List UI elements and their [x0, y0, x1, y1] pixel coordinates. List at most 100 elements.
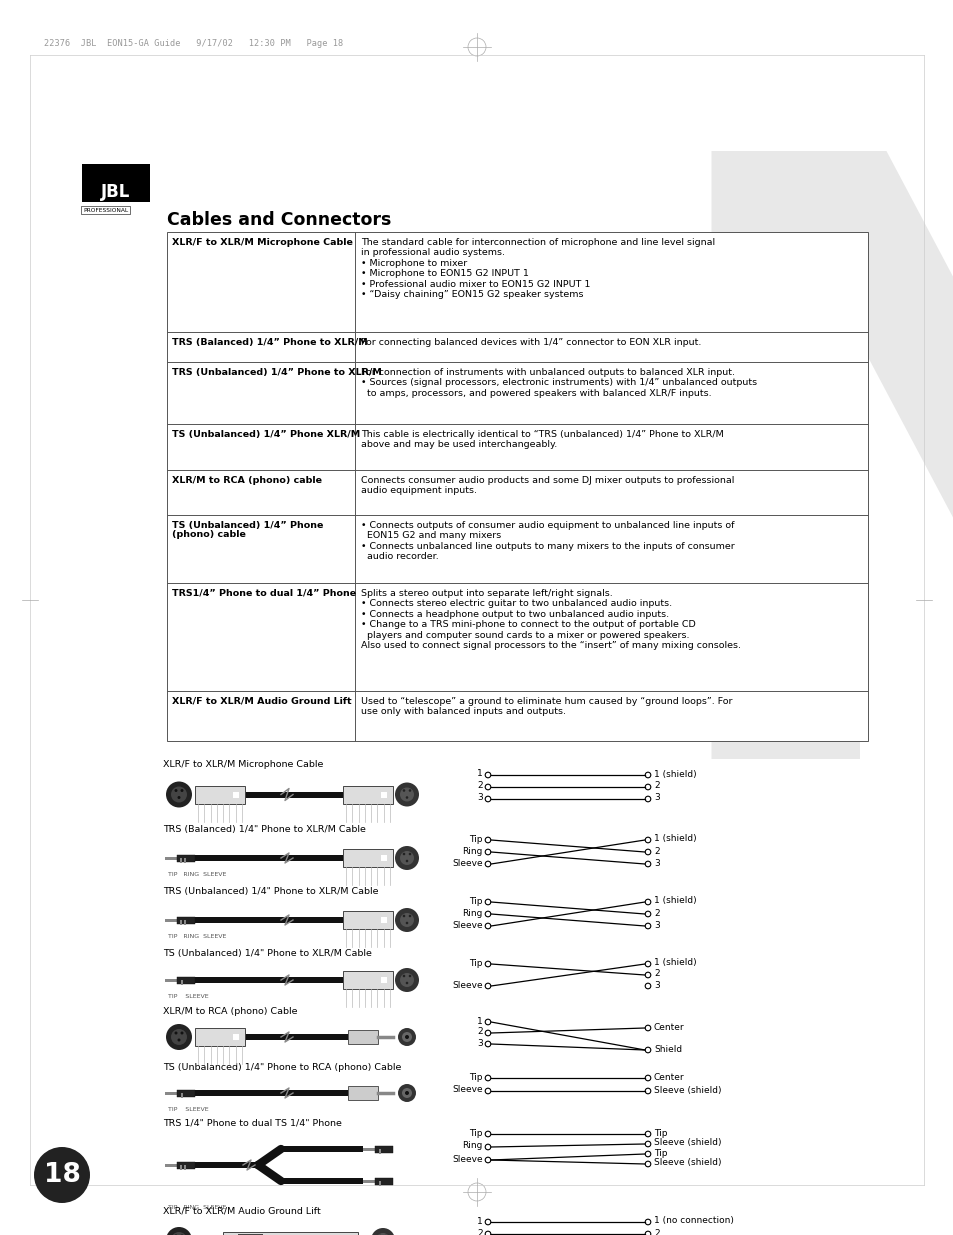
Circle shape [399, 973, 414, 987]
Text: XLR/F to XLR/M Microphone Cable: XLR/F to XLR/M Microphone Cable [172, 238, 353, 247]
Bar [343, 848, 393, 867]
Text: TS (Unbalanced) 1/4” Phone: TS (Unbalanced) 1/4” Phone [172, 521, 323, 530]
Bar [343, 785, 393, 804]
Bar [194, 1091, 348, 1095]
Text: Sleeve: Sleeve [452, 920, 482, 930]
Text: Tip: Tip [469, 835, 482, 844]
Text: Used to “telescope” a ground to eliminate hum caused by “ground loops”. For
use : Used to “telescope” a ground to eliminat… [360, 697, 732, 716]
Circle shape [401, 1088, 412, 1098]
Circle shape [402, 915, 405, 918]
Text: 2: 2 [654, 782, 659, 790]
Circle shape [171, 1233, 187, 1235]
Text: Tip: Tip [469, 1129, 482, 1137]
Circle shape [166, 1024, 192, 1050]
Bar [194, 855, 301, 861]
Text: 2: 2 [654, 1229, 659, 1235]
Bar [194, 918, 301, 923]
Text: Ring: Ring [462, 846, 482, 856]
Text: TS (Unbalanced) 1/4" Phone to XLR/M Cable: TS (Unbalanced) 1/4" Phone to XLR/M Cabl… [163, 948, 372, 958]
Bar [165, 1092, 177, 1094]
Circle shape [397, 1028, 416, 1046]
Circle shape [401, 1032, 412, 1042]
Text: JBL: JBL [101, 183, 131, 201]
Text: 2: 2 [654, 909, 659, 918]
Circle shape [408, 852, 411, 856]
Text: Tip: Tip [469, 1072, 482, 1082]
Text: Tip: Tip [469, 958, 482, 967]
Bar [343, 911, 393, 929]
Bar [380, 855, 387, 861]
Bar [177, 1089, 194, 1097]
Circle shape [405, 921, 408, 924]
Text: 3: 3 [654, 920, 659, 930]
Text: Sleeve: Sleeve [452, 981, 482, 989]
Text: 1 (shield): 1 (shield) [654, 769, 696, 778]
Text: 1: 1 [476, 1216, 482, 1225]
Bar [348, 1030, 377, 1044]
Circle shape [399, 851, 414, 864]
Text: 2: 2 [654, 969, 659, 978]
Text: Sleeve (shield): Sleeve (shield) [654, 1086, 720, 1094]
Bar [177, 977, 194, 983]
Text: (phono) cable: (phono) cable [172, 530, 246, 538]
Text: Ring: Ring [462, 1141, 482, 1151]
Text: 18: 18 [44, 1162, 80, 1188]
Text: Sleeve (shield): Sleeve (shield) [654, 1139, 720, 1147]
Circle shape [180, 789, 183, 792]
Circle shape [405, 860, 408, 862]
Bar [233, 1034, 239, 1040]
Text: Shield: Shield [654, 1045, 681, 1053]
Circle shape [408, 789, 411, 792]
Bar [177, 1161, 194, 1168]
Text: TS (Unbalanced) 1/4" Phone to RCA (phono) Cable: TS (Unbalanced) 1/4" Phone to RCA (phono… [163, 1063, 401, 1072]
Bar [82, 164, 150, 203]
Circle shape [405, 797, 408, 799]
Bar [194, 1028, 245, 1046]
Circle shape [402, 789, 405, 792]
Circle shape [405, 1035, 409, 1039]
Bar [281, 1178, 363, 1184]
Bar [177, 855, 194, 862]
Text: 2: 2 [654, 846, 659, 856]
Text: XLR/M to RCA (phono) cable: XLR/M to RCA (phono) cable [172, 475, 322, 485]
Text: For connection of instruments with unbalanced outputs to balanced XLR input.
• S: For connection of instruments with unbal… [360, 368, 757, 398]
Text: 1: 1 [476, 1016, 482, 1025]
Text: 3: 3 [654, 981, 659, 989]
Bar [245, 792, 301, 798]
Text: Cables and Connectors: Cables and Connectors [167, 211, 391, 228]
Bar [301, 918, 343, 923]
Circle shape [395, 968, 418, 992]
Bar [223, 1233, 357, 1235]
Circle shape [171, 1029, 187, 1045]
Circle shape [180, 1031, 183, 1035]
Bar [343, 971, 393, 989]
Text: XLR/F to XLR/M Audio Ground Lift: XLR/F to XLR/M Audio Ground Lift [163, 1207, 320, 1216]
Bar [380, 792, 387, 798]
Bar [363, 1179, 375, 1182]
Circle shape [397, 1084, 416, 1102]
Text: 2: 2 [476, 1229, 482, 1235]
Circle shape [166, 782, 192, 808]
Circle shape [399, 788, 414, 802]
Bar [375, 1177, 393, 1184]
Bar [380, 977, 387, 983]
Text: TRS (Unbalanced) 1/4" Phone to XLR/M Cable: TRS (Unbalanced) 1/4" Phone to XLR/M Cab… [163, 887, 378, 897]
Text: TIP    SLEEVE: TIP SLEEVE [168, 994, 209, 999]
Bar [281, 1146, 363, 1152]
Bar [184, 920, 186, 925]
Text: TIP   RING  SLEEVE: TIP RING SLEEVE [168, 872, 226, 877]
Bar [301, 977, 343, 983]
Bar [194, 785, 245, 804]
Text: TIP   RING  SLEEVE: TIP RING SLEEVE [168, 1205, 226, 1210]
Bar [378, 1149, 380, 1153]
Text: Sleeve: Sleeve [452, 1155, 482, 1163]
Circle shape [371, 1228, 395, 1235]
Text: TRS 1/4" Phone to dual TS 1/4" Phone: TRS 1/4" Phone to dual TS 1/4" Phone [163, 1119, 341, 1128]
Text: Sleeve: Sleeve [452, 858, 482, 867]
Text: TIP   RING  SLEEVE: TIP RING SLEEVE [168, 934, 226, 939]
Bar [245, 1034, 348, 1040]
Circle shape [399, 913, 414, 927]
Text: XLR/F to XLR/M Microphone Cable: XLR/F to XLR/M Microphone Cable [163, 760, 323, 769]
Text: 1: 1 [476, 769, 482, 778]
Text: 1 (shield): 1 (shield) [654, 958, 696, 967]
